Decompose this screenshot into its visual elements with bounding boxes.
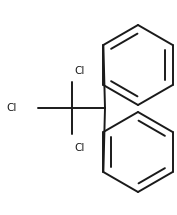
Text: Cl: Cl [6,103,16,113]
Text: Cl: Cl [74,66,84,76]
Text: Cl: Cl [74,143,84,153]
